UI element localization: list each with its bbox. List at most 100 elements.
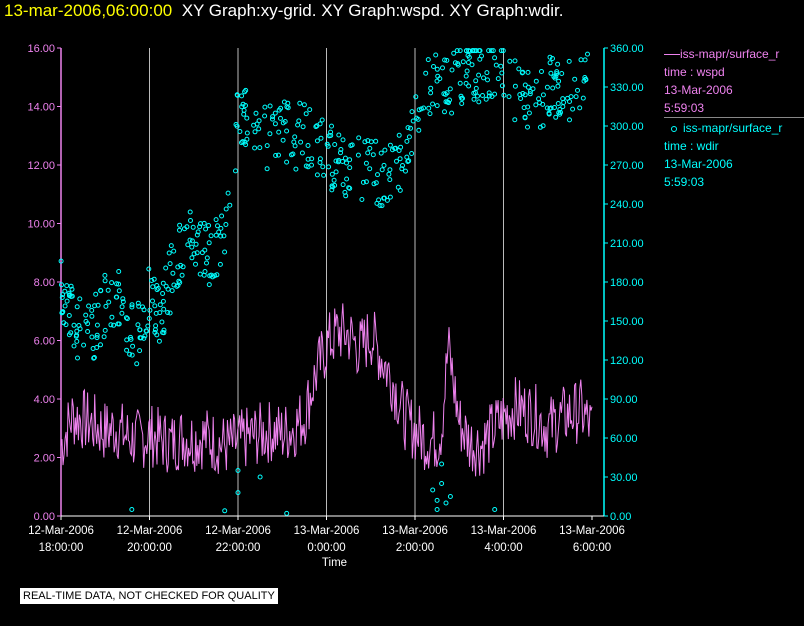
wdir-point [552, 105, 557, 110]
wdir-point [83, 312, 89, 318]
wdir-point [433, 52, 439, 58]
wdir-point [278, 115, 283, 121]
wdir-point [430, 487, 436, 493]
wdir-point [486, 90, 492, 96]
wdir-point [582, 57, 588, 63]
wdir-point [548, 70, 554, 76]
wdir-point [303, 111, 309, 117]
wdir-point [329, 187, 335, 193]
wdir-point [297, 100, 303, 106]
wdir-point [291, 139, 297, 145]
wdir-point [160, 298, 166, 304]
wdir-point [262, 104, 268, 110]
wdir-point [550, 85, 556, 91]
wdir-point [377, 203, 383, 208]
y-right-tick-label: 60.00 [610, 433, 638, 445]
wdir-point [406, 134, 412, 140]
wdir-point [458, 93, 464, 99]
wdir-point [157, 310, 163, 316]
wdir-point [444, 57, 450, 63]
wdir-point [206, 240, 212, 246]
wdir-point [360, 179, 366, 185]
wdir-point [106, 299, 112, 305]
wdir-point [94, 335, 100, 341]
wdir-point [270, 114, 276, 120]
wdir-point [235, 468, 241, 473]
wdir-point [321, 172, 327, 178]
x-tick-label: 12-Mar-2006 [28, 525, 94, 537]
wdir-point [298, 139, 304, 145]
wdir-point [179, 272, 185, 278]
wdir-point [272, 110, 278, 116]
wdir-point [365, 138, 371, 144]
wdir-point [359, 197, 365, 202]
y-right-tick-label: 180.00 [610, 277, 644, 289]
wdir-point [166, 250, 172, 256]
wdir-point [553, 73, 559, 79]
wdir-point [397, 187, 403, 193]
wdir-point [124, 316, 130, 322]
legend-wdir-vars: time : wdir [664, 139, 719, 153]
wdir-point [91, 355, 97, 361]
legend-wspd-time: 5:59:03 [664, 101, 705, 115]
wdir-point [153, 323, 159, 329]
wdir-point [242, 139, 248, 145]
y-left-tick-label: 14.00 [27, 102, 55, 114]
wdir-point [328, 133, 334, 138]
wdir-point [527, 89, 533, 94]
wdir-point [169, 288, 175, 294]
wdir-point [373, 180, 379, 186]
wdir-point [190, 224, 196, 230]
wdir-point [119, 304, 125, 310]
wdir-point [243, 87, 249, 93]
wdir-point [194, 250, 200, 256]
wdir-point [309, 162, 314, 168]
wdir-point [435, 73, 441, 79]
wdir-point [108, 322, 114, 328]
legend-wdir-time: 5:59:03 [664, 175, 705, 189]
wdir-point [222, 508, 228, 514]
wdir-point [512, 58, 518, 64]
wdir-point [272, 121, 278, 127]
wdir-point [91, 355, 97, 360]
wdir-point [293, 166, 299, 172]
wdir-point [332, 182, 338, 188]
wdir-point [325, 143, 331, 149]
wdir-point [479, 53, 484, 59]
wdir-point [93, 291, 99, 297]
wdir-point [69, 286, 75, 292]
legend-wspd-date: 13-Mar-2006 [664, 83, 733, 97]
wdir-point [525, 69, 531, 75]
wdir-point [129, 507, 135, 512]
wdir-point [566, 58, 572, 64]
wdir-point [119, 310, 125, 316]
wdir-point [409, 109, 415, 115]
wdir-point [577, 105, 583, 111]
wdir-point [430, 101, 436, 107]
wdir-point [471, 96, 477, 102]
wdir-point [493, 62, 499, 68]
wdir-point [454, 48, 460, 54]
wdir-point [174, 283, 180, 289]
wdir-point [481, 75, 486, 81]
wdir-point [486, 48, 492, 54]
wdir-point [111, 322, 117, 328]
wdir-point [546, 111, 552, 117]
wdir-point [473, 85, 479, 91]
wdir-point [143, 328, 149, 334]
wdir-point [151, 276, 157, 282]
wdir-point [540, 92, 546, 98]
wdir-point [333, 158, 339, 164]
wdir-point [233, 122, 239, 127]
wdir-point [234, 92, 240, 98]
wdir-point [443, 91, 448, 97]
wdir-point [74, 304, 80, 310]
wdir-point [138, 335, 143, 341]
wdir-point [442, 109, 447, 115]
wdir-point [516, 66, 522, 72]
wdir-point [89, 334, 95, 340]
wdir-point [426, 105, 432, 111]
wdir-point [165, 310, 171, 315]
wdir-point [397, 156, 403, 162]
wdir-point [177, 222, 183, 228]
